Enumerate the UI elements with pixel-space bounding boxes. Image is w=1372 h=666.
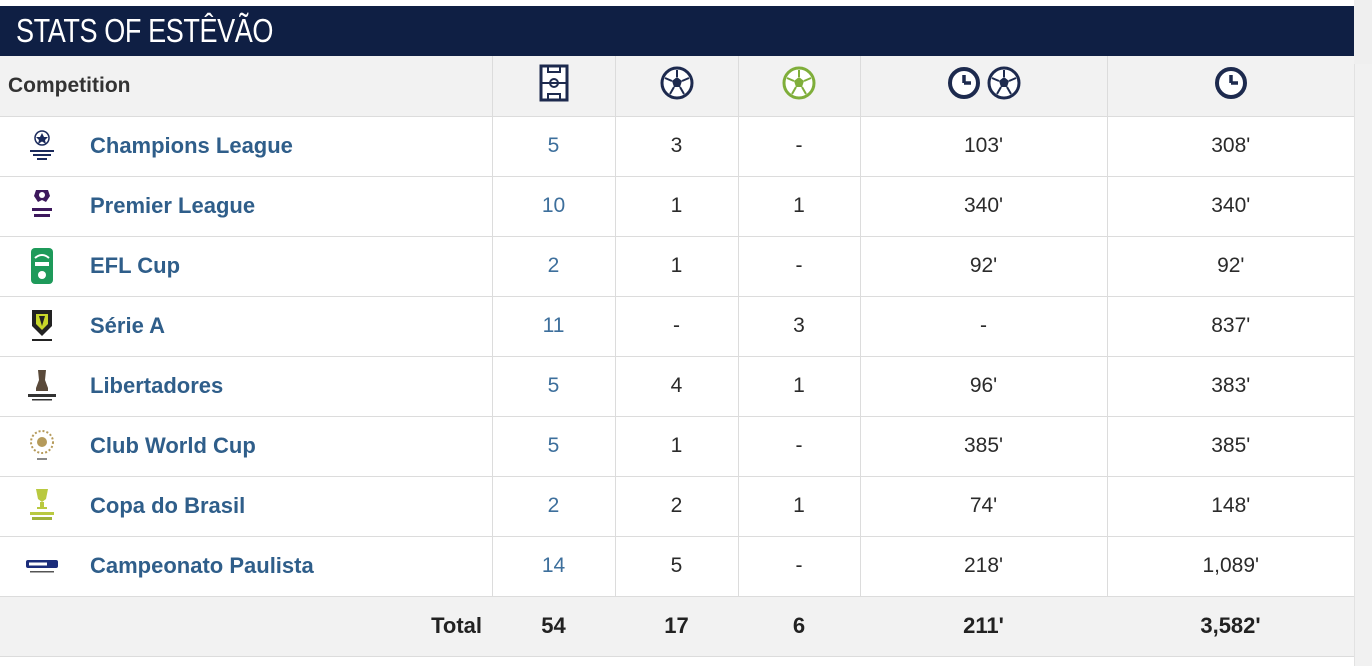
minutes-cell: 148' — [1107, 476, 1354, 537]
goals-cell: 1 — [615, 416, 739, 477]
minutes-cell: 308' — [1107, 116, 1354, 177]
total-minutes: 3,582' — [1107, 596, 1354, 657]
minutes-cell: 92' — [1107, 236, 1354, 297]
appearances-cell[interactable]: 10 — [492, 176, 616, 237]
ball-icon — [987, 66, 1020, 100]
clock-icon — [947, 66, 980, 99]
competition-link[interactable]: Premier League — [90, 193, 256, 218]
goals-cell: 2 — [615, 476, 739, 537]
competition-cell: Libertadores — [0, 356, 493, 417]
goals-cell: - — [615, 296, 739, 357]
stats-header: STATS OF ESTÊVÃO — [0, 6, 1354, 56]
totals-row: Total 54 17 6 211' 3,582' — [0, 596, 1354, 657]
minutes-per-goal-cell: 218' — [860, 536, 1108, 597]
appearances-cell[interactable]: 14 — [492, 536, 616, 597]
libertadores-logo — [14, 366, 70, 406]
total-appearances: 54 — [492, 596, 615, 657]
appearances-cell[interactable]: 5 — [492, 416, 616, 477]
assists-cell: 1 — [738, 356, 861, 417]
table-row: Libertadores 5 4 1 96' 383' — [0, 356, 1354, 417]
competition-cell: EFL Cup — [0, 236, 493, 297]
appearances-cell[interactable]: 5 — [492, 356, 616, 417]
stats-title: STATS OF ESTÊVÃO — [16, 12, 274, 49]
goals-cell: 3 — [615, 116, 739, 177]
assists-header[interactable] — [738, 56, 861, 117]
clock-icon — [1214, 66, 1247, 99]
table-row: Copa do Brasil 2 2 1 74' 148' — [0, 476, 1354, 537]
appearances-cell[interactable]: 2 — [492, 236, 616, 297]
minutes-header[interactable] — [1107, 56, 1354, 117]
serie-a-logo — [14, 306, 70, 346]
ball-icon — [660, 66, 693, 100]
total-label: Total — [0, 596, 492, 657]
competition-header[interactable]: Competition — [0, 56, 493, 117]
minutes-cell: 340' — [1107, 176, 1354, 237]
assists-cell: - — [738, 116, 861, 177]
appearances-cell[interactable]: 2 — [492, 476, 616, 537]
minutes-cell: 383' — [1107, 356, 1354, 417]
minutes-per-goal-cell: 385' — [860, 416, 1108, 477]
assist-ball-icon — [782, 66, 816, 100]
competition-link[interactable]: Copa do Brasil — [90, 493, 246, 518]
goals-cell: 4 — [615, 356, 739, 417]
competition-cell: Premier League — [0, 176, 493, 237]
table-row: Premier League 10 1 1 340' 340' — [0, 176, 1354, 237]
minutes-per-goal-cell: 74' — [860, 476, 1108, 537]
minutes-cell: 837' — [1107, 296, 1354, 357]
minutes-cell: 1,089' — [1107, 536, 1354, 597]
competition-link[interactable]: Champions League — [90, 133, 293, 158]
goals-cell: 1 — [615, 236, 739, 297]
competition-cell: Club World Cup — [0, 416, 493, 477]
champions-league-logo — [14, 126, 70, 166]
competition-link[interactable]: Série A — [90, 313, 166, 338]
efl-cup-logo — [14, 246, 70, 286]
assists-cell: - — [738, 416, 861, 477]
minutes-cell: 385' — [1107, 416, 1354, 477]
minutes-per-goal-cell: 92' — [860, 236, 1108, 297]
club-world-cup-logo — [14, 426, 70, 466]
competition-cell: Copa do Brasil — [0, 476, 493, 537]
stats-table: Competition — [0, 56, 1354, 657]
competition-link[interactable]: EFL Cup — [90, 253, 181, 278]
minutes-per-goal-header[interactable] — [860, 56, 1108, 117]
appearances-cell[interactable]: 5 — [492, 116, 616, 177]
minutes-per-goal-cell: 340' — [860, 176, 1108, 237]
total-minutes-per-goal: 211' — [860, 596, 1107, 657]
goals-header[interactable] — [615, 56, 739, 117]
competition-cell: Champions League — [0, 116, 493, 177]
minutes-per-goal-cell: 103' — [860, 116, 1108, 177]
goals-cell: 1 — [615, 176, 739, 237]
table-row: Série A 11 - 3 - 837' — [0, 296, 1354, 357]
table-row: Club World Cup 5 1 - 385' 385' — [0, 416, 1354, 477]
assists-cell: 1 — [738, 176, 861, 237]
assists-cell: - — [738, 236, 861, 297]
minutes-per-goal-cell: 96' — [860, 356, 1108, 417]
total-goals: 17 — [615, 596, 738, 657]
competition-cell: Série A — [0, 296, 493, 357]
table-row: EFL Cup 2 1 - 92' 92' — [0, 236, 1354, 297]
copa-do-brasil-logo — [14, 486, 70, 526]
pitch-icon — [539, 64, 568, 102]
goals-cell: 5 — [615, 536, 739, 597]
table-header-row: Competition — [0, 56, 1354, 117]
scrollbar-track[interactable] — [1354, 64, 1372, 666]
table-row: Champions League 5 3 - 103' 308' — [0, 116, 1354, 177]
competition-link[interactable]: Club World Cup — [90, 433, 256, 458]
table-row: Campeonato Paulista 14 5 - 218' 1,089' — [0, 536, 1354, 597]
competition-cell: Campeonato Paulista — [0, 536, 493, 597]
paulista-logo — [14, 546, 70, 586]
competition-link[interactable]: Libertadores — [90, 373, 224, 398]
appearances-header[interactable] — [492, 56, 616, 117]
stats-panel: STATS OF ESTÊVÃO Competition — [0, 6, 1354, 657]
assists-cell: 3 — [738, 296, 861, 357]
appearances-cell[interactable]: 11 — [492, 296, 616, 357]
competition-link[interactable]: Campeonato Paulista — [90, 553, 314, 578]
assists-cell: 1 — [738, 476, 861, 537]
total-assists: 6 — [738, 596, 860, 657]
assists-cell: - — [738, 536, 861, 597]
minutes-per-goal-cell: - — [860, 296, 1108, 357]
premier-league-logo — [14, 186, 70, 226]
